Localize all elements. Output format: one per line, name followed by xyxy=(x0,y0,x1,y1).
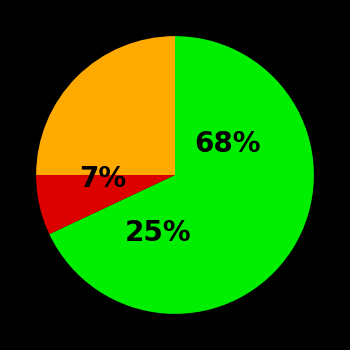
Wedge shape xyxy=(36,36,175,175)
Wedge shape xyxy=(36,175,175,234)
Text: 68%: 68% xyxy=(195,131,261,159)
Text: 25%: 25% xyxy=(125,219,192,247)
Text: 7%: 7% xyxy=(79,165,126,193)
Wedge shape xyxy=(49,36,314,314)
